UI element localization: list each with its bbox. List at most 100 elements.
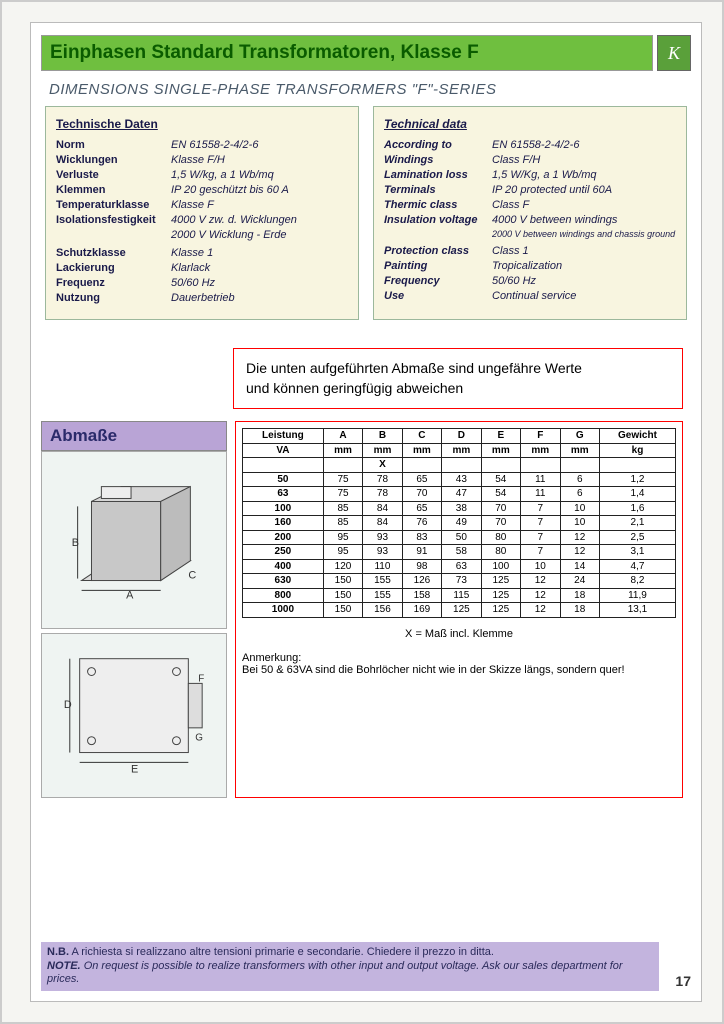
table-header-unit: VA xyxy=(243,443,324,458)
table-row: 16085847649707102,1 xyxy=(243,516,676,531)
spec-label: Nutzung xyxy=(56,292,171,304)
spec-row: Thermic classClass F xyxy=(384,199,676,211)
spec-value: Class F xyxy=(492,199,676,211)
spec-value: Class F/H xyxy=(492,154,676,166)
spec-label: Lackierung xyxy=(56,262,171,274)
spec-row: TerminalsIP 20 protected until 60A xyxy=(384,184,676,196)
spec-value: Continual service xyxy=(492,290,676,302)
spec-label: Windings xyxy=(384,154,492,166)
svg-text:F: F xyxy=(198,674,204,685)
spec-value: Klasse F/H xyxy=(171,154,348,166)
title-bar: Einphasen Standard Transformatoren, Klas… xyxy=(41,35,691,71)
page-number: 17 xyxy=(659,973,691,991)
spec-row: Lamination loss1,5 W/Kg, a 1 Wb/mq xyxy=(384,169,676,181)
note-text: Bei 50 & 63VA sind die Bohrlöcher nicht … xyxy=(242,664,676,676)
spec-row: Insulation voltage4000 V between winding… xyxy=(384,214,676,226)
spec-row: TemperaturklasseKlasse F xyxy=(56,199,348,211)
note-heading: Anmerkung: xyxy=(242,652,676,664)
spec-row: LackierungKlarlack xyxy=(56,262,348,274)
transformer-drawing-base: D E G F xyxy=(41,633,227,798)
spec-row: PaintingTropicalization xyxy=(384,260,676,272)
spec-label: Frequency xyxy=(384,275,492,287)
note-label: NOTE. xyxy=(47,960,81,972)
spec-box-german: Technische Daten NormEN 61558-2-4/2-6Wic… xyxy=(45,106,359,320)
highlight-line1: Die unten aufgeführten Abmaße sind ungef… xyxy=(246,359,670,379)
table-row: 400120110986310010144,7 xyxy=(243,559,676,574)
table-row: 20095938350807122,5 xyxy=(243,530,676,545)
svg-text:D: D xyxy=(64,699,72,711)
spec-value: Klarlack xyxy=(171,262,348,274)
spec-value: IP 20 protected until 60A xyxy=(492,184,676,196)
spec-value: IP 20 geschützt bis 60 A xyxy=(171,184,348,196)
spec-value: 50/60 Hz xyxy=(171,277,348,289)
table-row: 5075786543541161,2 xyxy=(243,472,676,487)
spec-label: Lamination loss xyxy=(384,169,492,181)
spec-label: Schutzklasse xyxy=(56,247,171,259)
spec-label: Insulation voltage xyxy=(384,214,492,226)
spec-row: Protection classClass 1 xyxy=(384,245,676,257)
spec-value: EN 61558-2-4/2-6 xyxy=(492,139,676,151)
dimensions-panel: LeistungABCDEFGGewichtVAmmmmmmmmmmmmmmkg… xyxy=(235,421,683,798)
spec-label: Frequenz xyxy=(56,277,171,289)
brand-logo: K xyxy=(657,35,691,71)
table-header-unit: mm xyxy=(402,443,441,458)
table-row: 1000150156169125125121813,1 xyxy=(243,603,676,618)
spec-label: Temperaturklasse xyxy=(56,199,171,211)
spec-value: 1,5 W/kg, a 1 Wb/mq xyxy=(171,169,348,181)
spec-row: NutzungDauerbetrieb xyxy=(56,292,348,304)
table-row: 10085846538707101,6 xyxy=(243,501,676,516)
spec-row: UseContinual service xyxy=(384,290,676,302)
table-header-unit: mm xyxy=(521,443,560,458)
svg-text:G: G xyxy=(195,733,203,744)
spec-row: WicklungenKlasse F/H xyxy=(56,154,348,166)
spec-value: Klasse F xyxy=(171,199,348,211)
spec-label: Isolationsfestigkeit xyxy=(56,214,171,226)
table-header: G xyxy=(560,429,599,444)
spec-value: EN 61558-2-4/2-6 xyxy=(171,139,348,151)
svg-text:E: E xyxy=(131,763,138,775)
nb-text-it: A richiesta si realizzano altre tensioni… xyxy=(71,946,494,958)
spec-label: Protection class xyxy=(384,245,492,257)
spec-row: Frequency50/60 Hz xyxy=(384,275,676,287)
spec-label: Wicklungen xyxy=(56,154,171,166)
table-header: F xyxy=(521,429,560,444)
spec-label: Norm xyxy=(56,139,171,151)
spec-label: Thermic class xyxy=(384,199,492,211)
spec-row: Isolationsfestigkeit4000 V zw. d. Wicklu… xyxy=(56,214,348,226)
table-row: 25095939158807123,1 xyxy=(243,545,676,560)
table-header: Leistung xyxy=(243,429,324,444)
transformer-drawing-iso: B A C xyxy=(41,451,227,629)
spec-label: Use xyxy=(384,290,492,302)
spec-row: KlemmenIP 20 geschützt bis 60 A xyxy=(56,184,348,196)
highlight-note: Die unten aufgeführten Abmaße sind ungef… xyxy=(233,348,683,409)
table-header-unit: mm xyxy=(323,443,362,458)
spec-label: Terminals xyxy=(384,184,492,196)
spec-row: Frequenz50/60 Hz xyxy=(56,277,348,289)
x-note: X = Maß incl. Klemme xyxy=(242,628,676,640)
spec-box-english: Technical data According toEN 61558-2-4/… xyxy=(373,106,687,320)
spec-value: 50/60 Hz xyxy=(492,275,676,287)
dimensions-table: LeistungABCDEFGGewichtVAmmmmmmmmmmmmmmkg… xyxy=(242,428,676,618)
footer-note: N.B. A richiesta si realizzano altre ten… xyxy=(41,942,659,991)
spec-label: Klemmen xyxy=(56,184,171,196)
spec-value: Klasse 1 xyxy=(171,247,348,259)
spec-row: SchutzklasseKlasse 1 xyxy=(56,247,348,259)
table-header-unit: mm xyxy=(442,443,481,458)
spec-value: Class 1 xyxy=(492,245,676,257)
table-header: D xyxy=(442,429,481,444)
table-header: Gewicht xyxy=(599,429,675,444)
page-title: Einphasen Standard Transformatoren, Klas… xyxy=(41,35,653,71)
table-row: 6301501551267312512248,2 xyxy=(243,574,676,589)
table-header: A xyxy=(323,429,362,444)
svg-text:A: A xyxy=(126,590,134,602)
spec-value: 4000 V zw. d. Wicklungen xyxy=(171,214,348,226)
table-header-unit: mm xyxy=(481,443,520,458)
page-subtitle: DIMENSIONS SINGLE-PHASE TRANSFORMERS "F"… xyxy=(41,77,691,106)
table-header: E xyxy=(481,429,520,444)
svg-text:C: C xyxy=(188,570,196,582)
nb-label: N.B. xyxy=(47,946,69,958)
table-row: 6375787047541161,4 xyxy=(243,487,676,502)
spec-row: WindingsClass F/H xyxy=(384,154,676,166)
spec-label: According to xyxy=(384,139,492,151)
abmasse-heading: Abmaße xyxy=(41,421,227,451)
